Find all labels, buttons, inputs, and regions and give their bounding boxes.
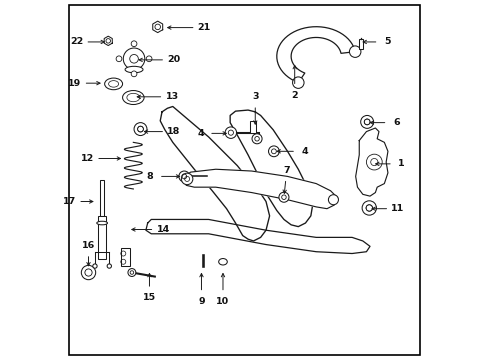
Circle shape xyxy=(224,127,236,138)
Ellipse shape xyxy=(97,221,107,225)
Ellipse shape xyxy=(104,78,122,90)
Circle shape xyxy=(146,56,152,62)
Polygon shape xyxy=(355,128,387,196)
Circle shape xyxy=(268,146,279,157)
Bar xyxy=(100,180,104,216)
Polygon shape xyxy=(145,220,369,253)
Polygon shape xyxy=(104,36,112,45)
Polygon shape xyxy=(276,27,354,83)
Text: 7: 7 xyxy=(283,166,289,175)
Text: 4: 4 xyxy=(197,129,203,138)
Text: 3: 3 xyxy=(251,92,258,101)
Text: 6: 6 xyxy=(392,118,399,127)
Circle shape xyxy=(362,201,376,215)
Circle shape xyxy=(328,195,338,205)
Ellipse shape xyxy=(125,66,142,73)
Bar xyxy=(98,216,106,259)
Polygon shape xyxy=(160,107,269,241)
Circle shape xyxy=(251,134,262,144)
Text: 12: 12 xyxy=(81,154,94,163)
Circle shape xyxy=(128,269,136,276)
Text: 18: 18 xyxy=(167,127,180,136)
Circle shape xyxy=(360,116,373,129)
Circle shape xyxy=(131,71,137,77)
Circle shape xyxy=(292,77,304,88)
Text: 1: 1 xyxy=(397,159,404,168)
Text: 2: 2 xyxy=(291,90,297,99)
Circle shape xyxy=(134,123,147,135)
Polygon shape xyxy=(152,21,163,33)
Circle shape xyxy=(131,41,137,46)
Circle shape xyxy=(116,56,122,62)
Text: 21: 21 xyxy=(197,23,210,32)
Text: 10: 10 xyxy=(216,297,229,306)
Text: 15: 15 xyxy=(142,293,156,302)
Text: 9: 9 xyxy=(198,297,204,306)
Text: 5: 5 xyxy=(383,37,390,46)
Text: 13: 13 xyxy=(165,92,178,101)
Circle shape xyxy=(81,265,96,280)
Bar xyxy=(250,121,255,134)
Text: 22: 22 xyxy=(70,37,83,46)
Text: 19: 19 xyxy=(68,79,81,88)
Circle shape xyxy=(93,264,97,268)
Bar xyxy=(121,248,129,266)
Text: 11: 11 xyxy=(390,204,404,213)
Text: 16: 16 xyxy=(81,241,95,250)
Text: 8: 8 xyxy=(146,172,153,181)
Ellipse shape xyxy=(122,90,144,104)
Ellipse shape xyxy=(218,258,227,265)
Polygon shape xyxy=(183,169,337,209)
Text: 20: 20 xyxy=(167,55,180,64)
Circle shape xyxy=(179,171,189,182)
Text: 17: 17 xyxy=(63,197,76,206)
Bar xyxy=(358,40,362,49)
Circle shape xyxy=(278,192,288,202)
Text: 4: 4 xyxy=(301,147,307,156)
Circle shape xyxy=(181,173,192,185)
Text: 14: 14 xyxy=(156,225,169,234)
Polygon shape xyxy=(230,110,312,226)
Circle shape xyxy=(107,264,111,268)
Circle shape xyxy=(349,46,360,57)
Circle shape xyxy=(85,269,92,276)
Circle shape xyxy=(123,48,144,69)
